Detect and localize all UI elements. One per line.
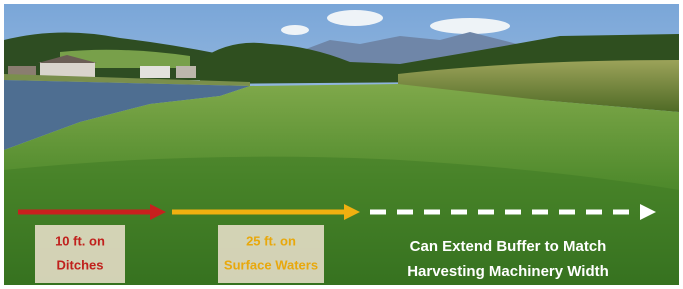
label-text: Surface Waters <box>224 257 318 272</box>
label-text: Ditches <box>57 257 104 272</box>
note-text: Harvesting Machinery Width <box>407 263 609 280</box>
note-text: Can Extend Buffer to Match <box>410 238 607 255</box>
label-text: 10 ft. on <box>55 233 105 248</box>
scene: 10 ft. on Ditches 25 ft. on Surface Wate… <box>0 0 683 289</box>
label-text: 25 ft. on <box>246 233 296 248</box>
